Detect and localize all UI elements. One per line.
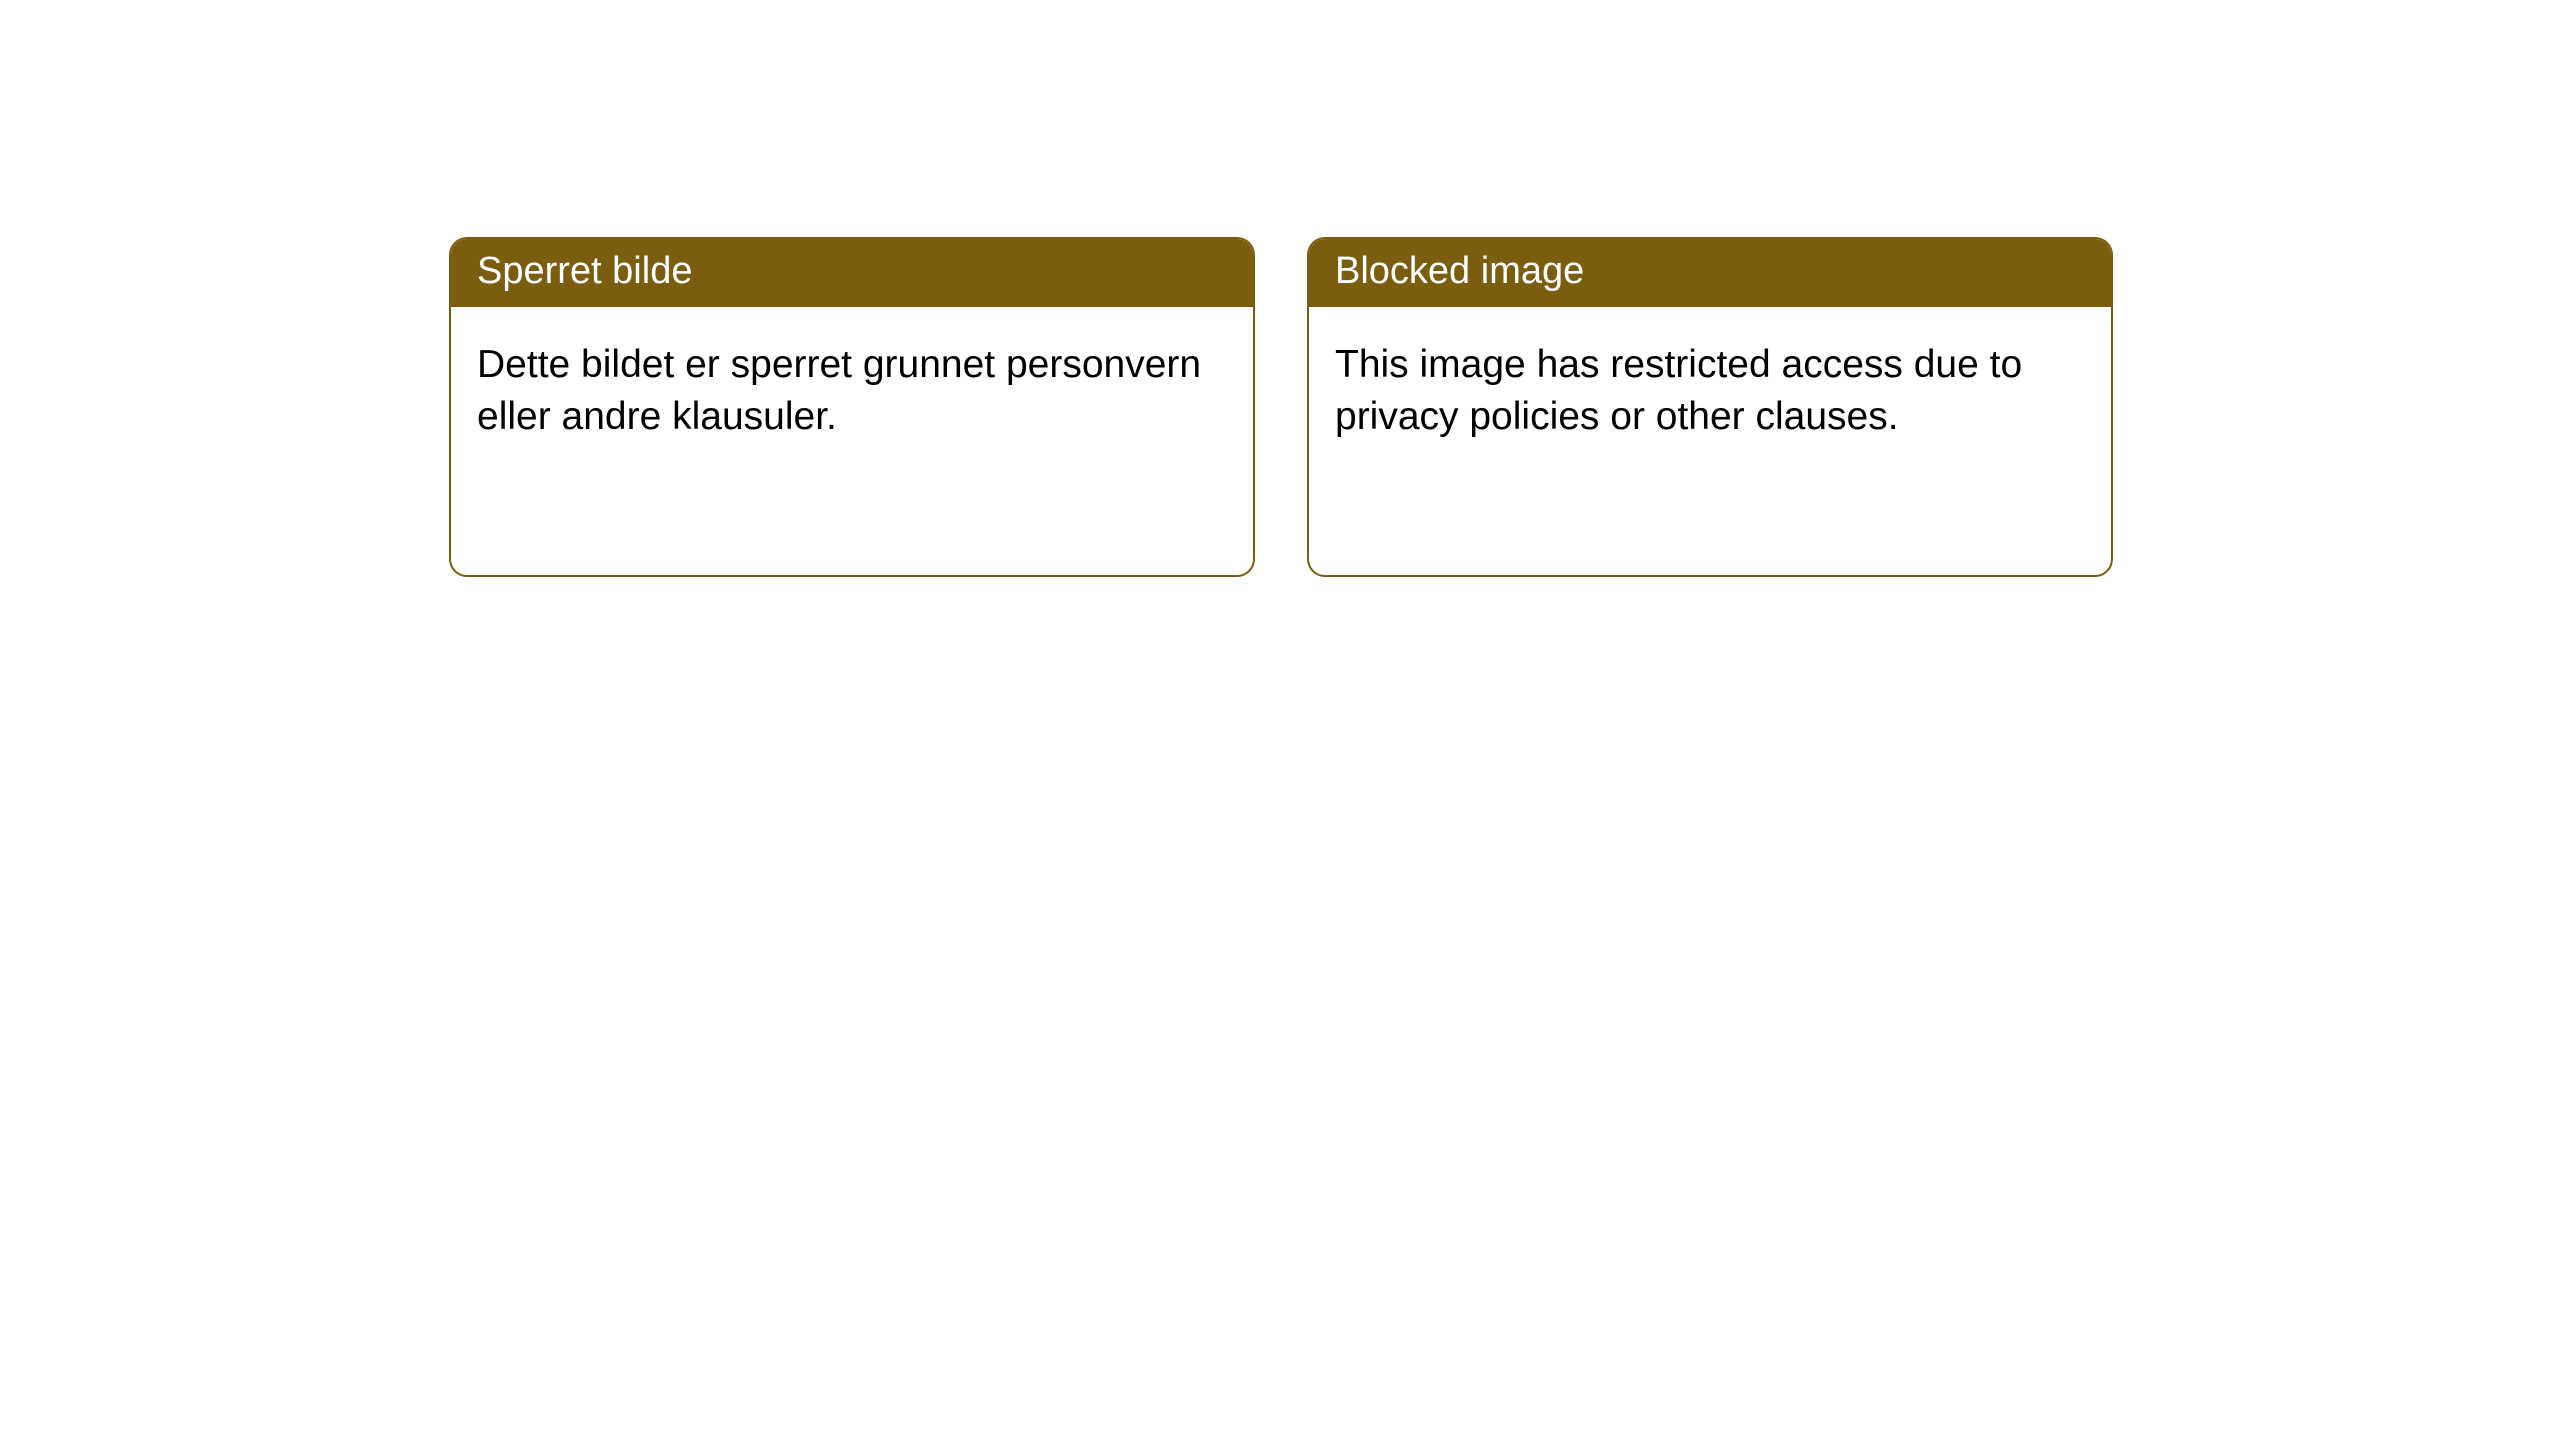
notice-body-norwegian: Dette bildet er sperret grunnet personve…: [451, 307, 1253, 476]
notice-title-english: Blocked image: [1309, 239, 2111, 307]
notice-container: Sperret bilde Dette bildet er sperret gr…: [449, 237, 2113, 577]
notice-card-english: Blocked image This image has restricted …: [1307, 237, 2113, 577]
notice-title-norwegian: Sperret bilde: [451, 239, 1253, 307]
notice-card-norwegian: Sperret bilde Dette bildet er sperret gr…: [449, 237, 1255, 577]
notice-body-english: This image has restricted access due to …: [1309, 307, 2111, 476]
